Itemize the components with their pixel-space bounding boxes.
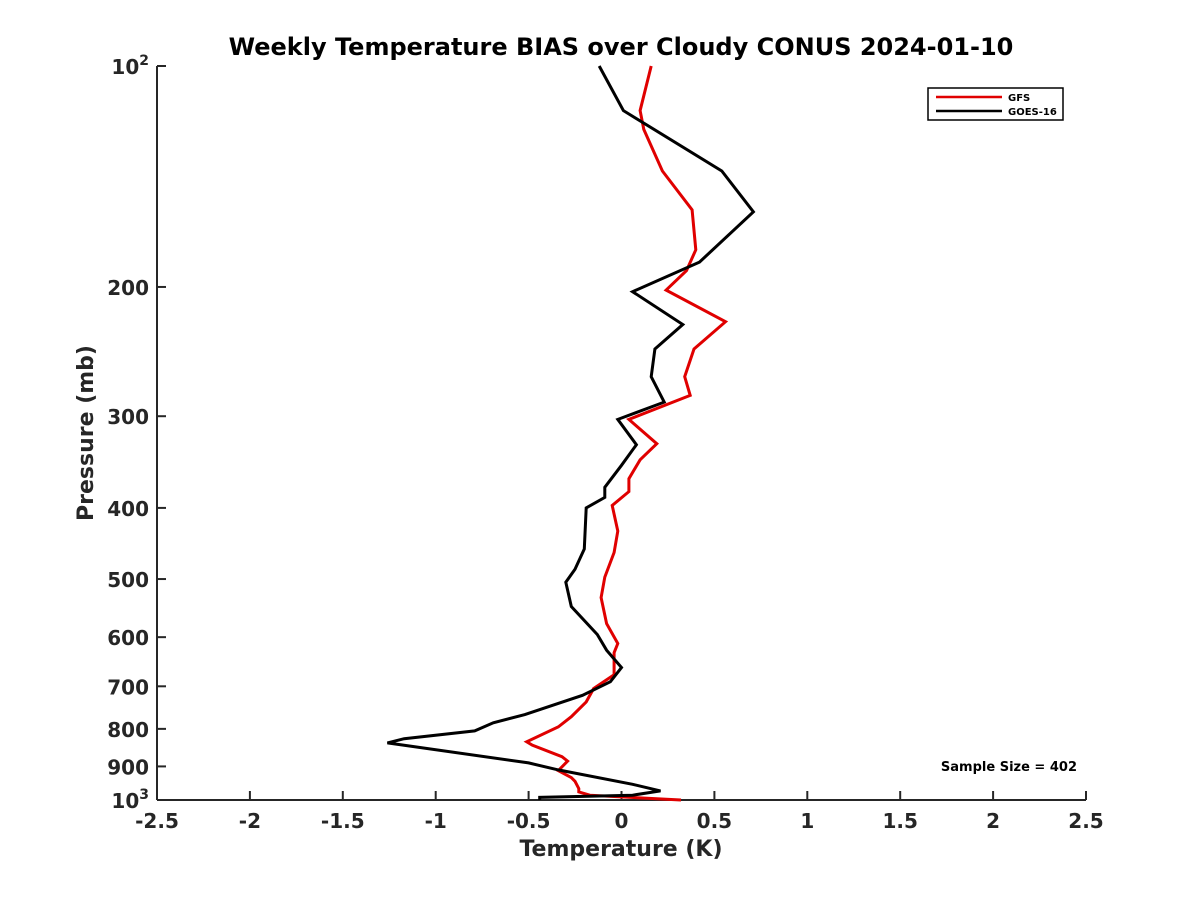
series-line-goes16 <box>387 65 756 800</box>
legend: GFS GOES-16 <box>927 87 1064 121</box>
y-tick-label: 600 <box>107 626 149 650</box>
x-tick-label: -1 <box>425 809 447 833</box>
chart-title: Weekly Temperature BIAS over Cloudy CONU… <box>229 33 1014 61</box>
y-tick-label: 102 <box>111 53 149 79</box>
legend-label-goes16: GOES-16 <box>1008 107 1057 118</box>
y-tick-label: 103 <box>111 787 149 813</box>
x-tick-label: 0 <box>615 809 629 833</box>
x-tick-label: -0.5 <box>507 809 551 833</box>
y-axis-ticks: 102 200 300 400 500 600 700 800 900 103 <box>107 53 166 813</box>
y-tick-label: 300 <box>107 405 149 429</box>
x-tick-label: -1.5 <box>321 809 365 833</box>
x-axis-ticks: -2.5 -2 -1.5 -1 -0.5 0 0.5 1 1.5 2 2.5 <box>135 791 1104 833</box>
x-tick-label: 2.5 <box>1068 809 1103 833</box>
y-tick-label: 700 <box>107 675 149 699</box>
y-tick-label: 200 <box>107 276 149 300</box>
x-axis-label: Temperature (K) <box>519 837 722 862</box>
x-tick-label: 2 <box>986 809 1000 833</box>
y-tick-label: 800 <box>107 718 149 742</box>
sample-size-annotation: Sample Size = 402 <box>941 760 1077 775</box>
y-tick-label: 400 <box>107 497 149 521</box>
series-line-gfs <box>523 65 729 802</box>
legend-label-gfs: GFS <box>1008 93 1030 104</box>
x-tick-label: -2 <box>239 809 261 833</box>
y-axis-label: Pressure (mb) <box>74 345 99 521</box>
series-lines <box>387 65 756 802</box>
y-tick-label: 500 <box>107 568 149 592</box>
x-tick-label: 1 <box>800 809 814 833</box>
x-tick-label: 1.5 <box>882 809 917 833</box>
x-tick-label: -2.5 <box>135 809 179 833</box>
axes <box>156 66 1086 801</box>
x-tick-label: 0.5 <box>697 809 732 833</box>
legend-box <box>927 87 1064 121</box>
y-tick-label: 900 <box>107 755 149 779</box>
